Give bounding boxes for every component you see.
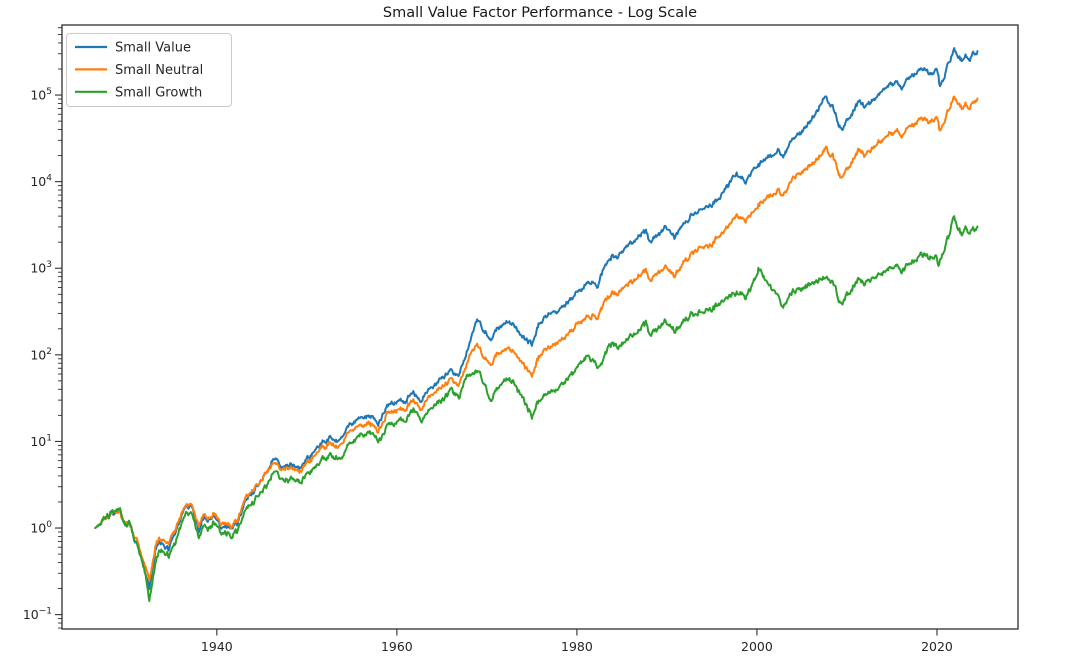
legend: Small Value Small Neutral Small Growth xyxy=(66,33,232,107)
y-tick-label: 103 xyxy=(30,260,52,276)
plot-frame xyxy=(61,24,1019,630)
series-lines xyxy=(94,47,979,603)
legend-item-small-value: Small Value xyxy=(75,41,191,56)
y-tick-label: 102 xyxy=(30,347,52,363)
plot-area: 1940 1960 1980 2000 2020 10−1 100 101 102 103 104 1… xyxy=(23,24,1019,654)
legend-box xyxy=(66,33,232,107)
legend-label-small-value: Small Value xyxy=(115,41,191,56)
legend-label-small-neutral: Small Neutral xyxy=(115,63,203,78)
series-line-small-value xyxy=(94,47,979,591)
chart-title: Small Value Factor Performance - Log Sca… xyxy=(383,5,697,21)
x-tick-label: 1940 xyxy=(201,639,233,654)
y-tick-label: 10−1 xyxy=(23,607,52,623)
x-tick-label: 1960 xyxy=(381,639,413,654)
y-tick-label: 105 xyxy=(30,87,52,103)
y-tick-label: 104 xyxy=(30,174,52,190)
legend-item-small-neutral: Small Neutral xyxy=(75,63,203,78)
series-line-small-growth xyxy=(94,215,979,603)
legend-item-small-growth: Small Growth xyxy=(75,85,202,100)
y-tick-label: 100 xyxy=(30,520,52,536)
x-tick-label: 2020 xyxy=(921,639,953,654)
x-tick-label: 2000 xyxy=(741,639,773,654)
y-tick-label: 101 xyxy=(30,433,52,449)
legend-label-small-growth: Small Growth xyxy=(115,85,202,100)
series-line-small-neutral xyxy=(94,95,979,582)
x-tick-label: 1980 xyxy=(561,639,593,654)
